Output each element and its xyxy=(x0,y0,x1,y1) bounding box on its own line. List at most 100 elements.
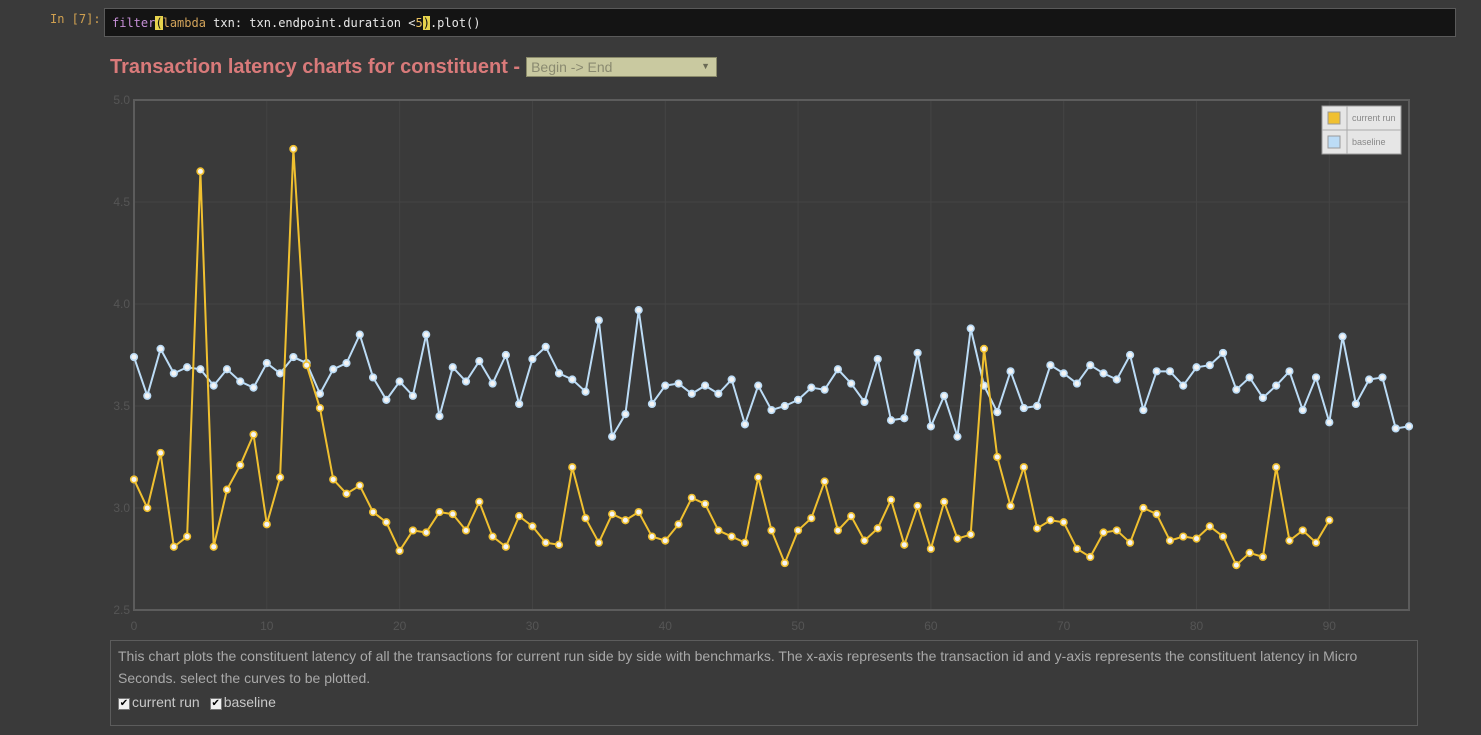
x-tick-label: 10 xyxy=(260,619,274,633)
series-baseline xyxy=(129,306,1414,441)
data-point-current-run xyxy=(740,538,750,547)
data-point-current-run xyxy=(1033,524,1042,533)
data-point-current-run xyxy=(382,518,391,527)
toggle-current-run[interactable]: ✔ current run xyxy=(118,691,200,713)
data-point-baseline xyxy=(1046,361,1055,370)
data-point-baseline xyxy=(900,414,909,423)
data-point-baseline xyxy=(687,389,696,398)
x-tick-label: 0 xyxy=(131,619,138,633)
legend-label: baseline xyxy=(1352,137,1386,147)
data-point-baseline xyxy=(528,354,537,364)
data-point-current-run xyxy=(873,524,882,533)
data-point-current-run xyxy=(727,532,736,541)
data-point-current-run xyxy=(1192,534,1201,543)
data-point-baseline xyxy=(1391,424,1400,433)
data-point-baseline xyxy=(461,377,471,386)
code-plot-call: .plot() xyxy=(429,16,481,30)
data-point-baseline xyxy=(608,432,617,441)
data-point-baseline xyxy=(1019,403,1028,413)
data-point-baseline xyxy=(475,357,484,366)
data-point-current-run xyxy=(289,144,298,154)
data-point-baseline xyxy=(621,410,630,419)
data-point-baseline xyxy=(674,379,683,388)
series-current-run xyxy=(129,144,1334,570)
checkbox-baseline[interactable]: ✔ xyxy=(209,698,222,710)
data-point-baseline xyxy=(966,324,975,333)
data-point-baseline xyxy=(647,399,657,409)
data-point-baseline xyxy=(222,365,232,374)
data-point-current-run xyxy=(647,532,657,541)
code-close-paren: ) xyxy=(422,16,430,30)
legend-swatch xyxy=(1327,135,1341,149)
data-point-current-run xyxy=(780,558,789,568)
data-point-baseline xyxy=(1139,405,1148,415)
data-point-baseline xyxy=(1258,393,1268,402)
chart-description-panel: This chart plots the constituent latency… xyxy=(110,640,1418,726)
y-tick-label: 5.0 xyxy=(113,93,130,107)
checkbox-current-run[interactable]: ✔ xyxy=(118,698,130,710)
data-point-baseline xyxy=(262,359,271,368)
code-filter: filter xyxy=(112,16,156,30)
data-point-current-run xyxy=(1059,518,1068,527)
data-point-current-run xyxy=(355,481,364,490)
data-point-current-run xyxy=(1325,516,1334,525)
toggle-baseline[interactable]: ✔ baseline xyxy=(209,691,276,713)
chevron-down-icon: ▼ xyxy=(701,61,711,71)
data-point-current-run xyxy=(342,489,351,498)
data-point-baseline xyxy=(249,383,258,392)
constituent-select[interactable]: Begin -> End ▼ xyxy=(526,57,718,77)
data-point-baseline xyxy=(873,354,882,364)
data-point-baseline xyxy=(395,377,404,386)
data-point-baseline xyxy=(847,379,856,388)
data-point-current-run xyxy=(940,497,949,506)
data-point-current-run xyxy=(1086,552,1095,562)
data-point-baseline xyxy=(315,389,325,398)
data-point-baseline xyxy=(700,381,710,390)
data-point-current-run xyxy=(1258,552,1268,562)
data-point-current-run xyxy=(700,499,710,509)
data-point-baseline xyxy=(1192,363,1201,372)
data-point-baseline xyxy=(382,395,391,404)
data-point-baseline xyxy=(368,373,378,382)
chart-description-text: This chart plots the constituent latency… xyxy=(118,648,1358,686)
data-point-baseline xyxy=(1125,350,1135,360)
chart-title: Transaction latency charts for constitue… xyxy=(110,55,521,78)
code-cell-input[interactable]: filter(lambda txn: txn.endpoint.duration… xyxy=(104,8,1456,37)
data-point-current-run xyxy=(275,473,285,482)
x-tick-label: 20 xyxy=(393,619,407,633)
data-point-current-run xyxy=(156,448,165,458)
data-point-baseline xyxy=(820,385,829,394)
data-point-baseline xyxy=(767,405,776,415)
data-point-current-run xyxy=(475,497,484,506)
data-point-baseline xyxy=(1272,381,1281,390)
data-point-baseline xyxy=(714,389,723,398)
data-point-baseline xyxy=(435,412,444,421)
data-point-baseline xyxy=(1365,375,1374,384)
data-point-current-run xyxy=(793,526,803,535)
legend-swatch xyxy=(1327,111,1341,125)
series-line-current-run xyxy=(133,148,1331,567)
data-point-current-run xyxy=(1019,463,1028,472)
x-tick-label: 60 xyxy=(924,619,938,633)
data-point-current-run xyxy=(329,475,338,484)
data-point-baseline xyxy=(329,365,338,374)
data-point-current-run xyxy=(1232,561,1241,570)
data-point-current-run xyxy=(634,507,643,517)
data-point-current-run xyxy=(661,536,670,545)
data-point-current-run xyxy=(515,512,524,521)
data-point-baseline xyxy=(209,381,218,390)
data-point-current-run xyxy=(183,532,192,541)
data-point-current-run xyxy=(222,485,232,494)
toggle-current-run-label: current run xyxy=(132,694,200,710)
data-point-current-run xyxy=(129,475,139,484)
data-point-current-run xyxy=(913,501,922,511)
data-point-baseline xyxy=(408,391,418,400)
y-tick-label: 4.0 xyxy=(113,297,130,311)
data-point-current-run xyxy=(488,532,497,541)
data-point-baseline xyxy=(926,422,935,431)
data-point-current-run xyxy=(448,510,457,519)
data-point-current-run xyxy=(979,344,989,353)
data-point-baseline xyxy=(807,383,816,392)
data-point-current-run xyxy=(302,361,311,370)
y-tick-label: 3.0 xyxy=(113,501,130,515)
